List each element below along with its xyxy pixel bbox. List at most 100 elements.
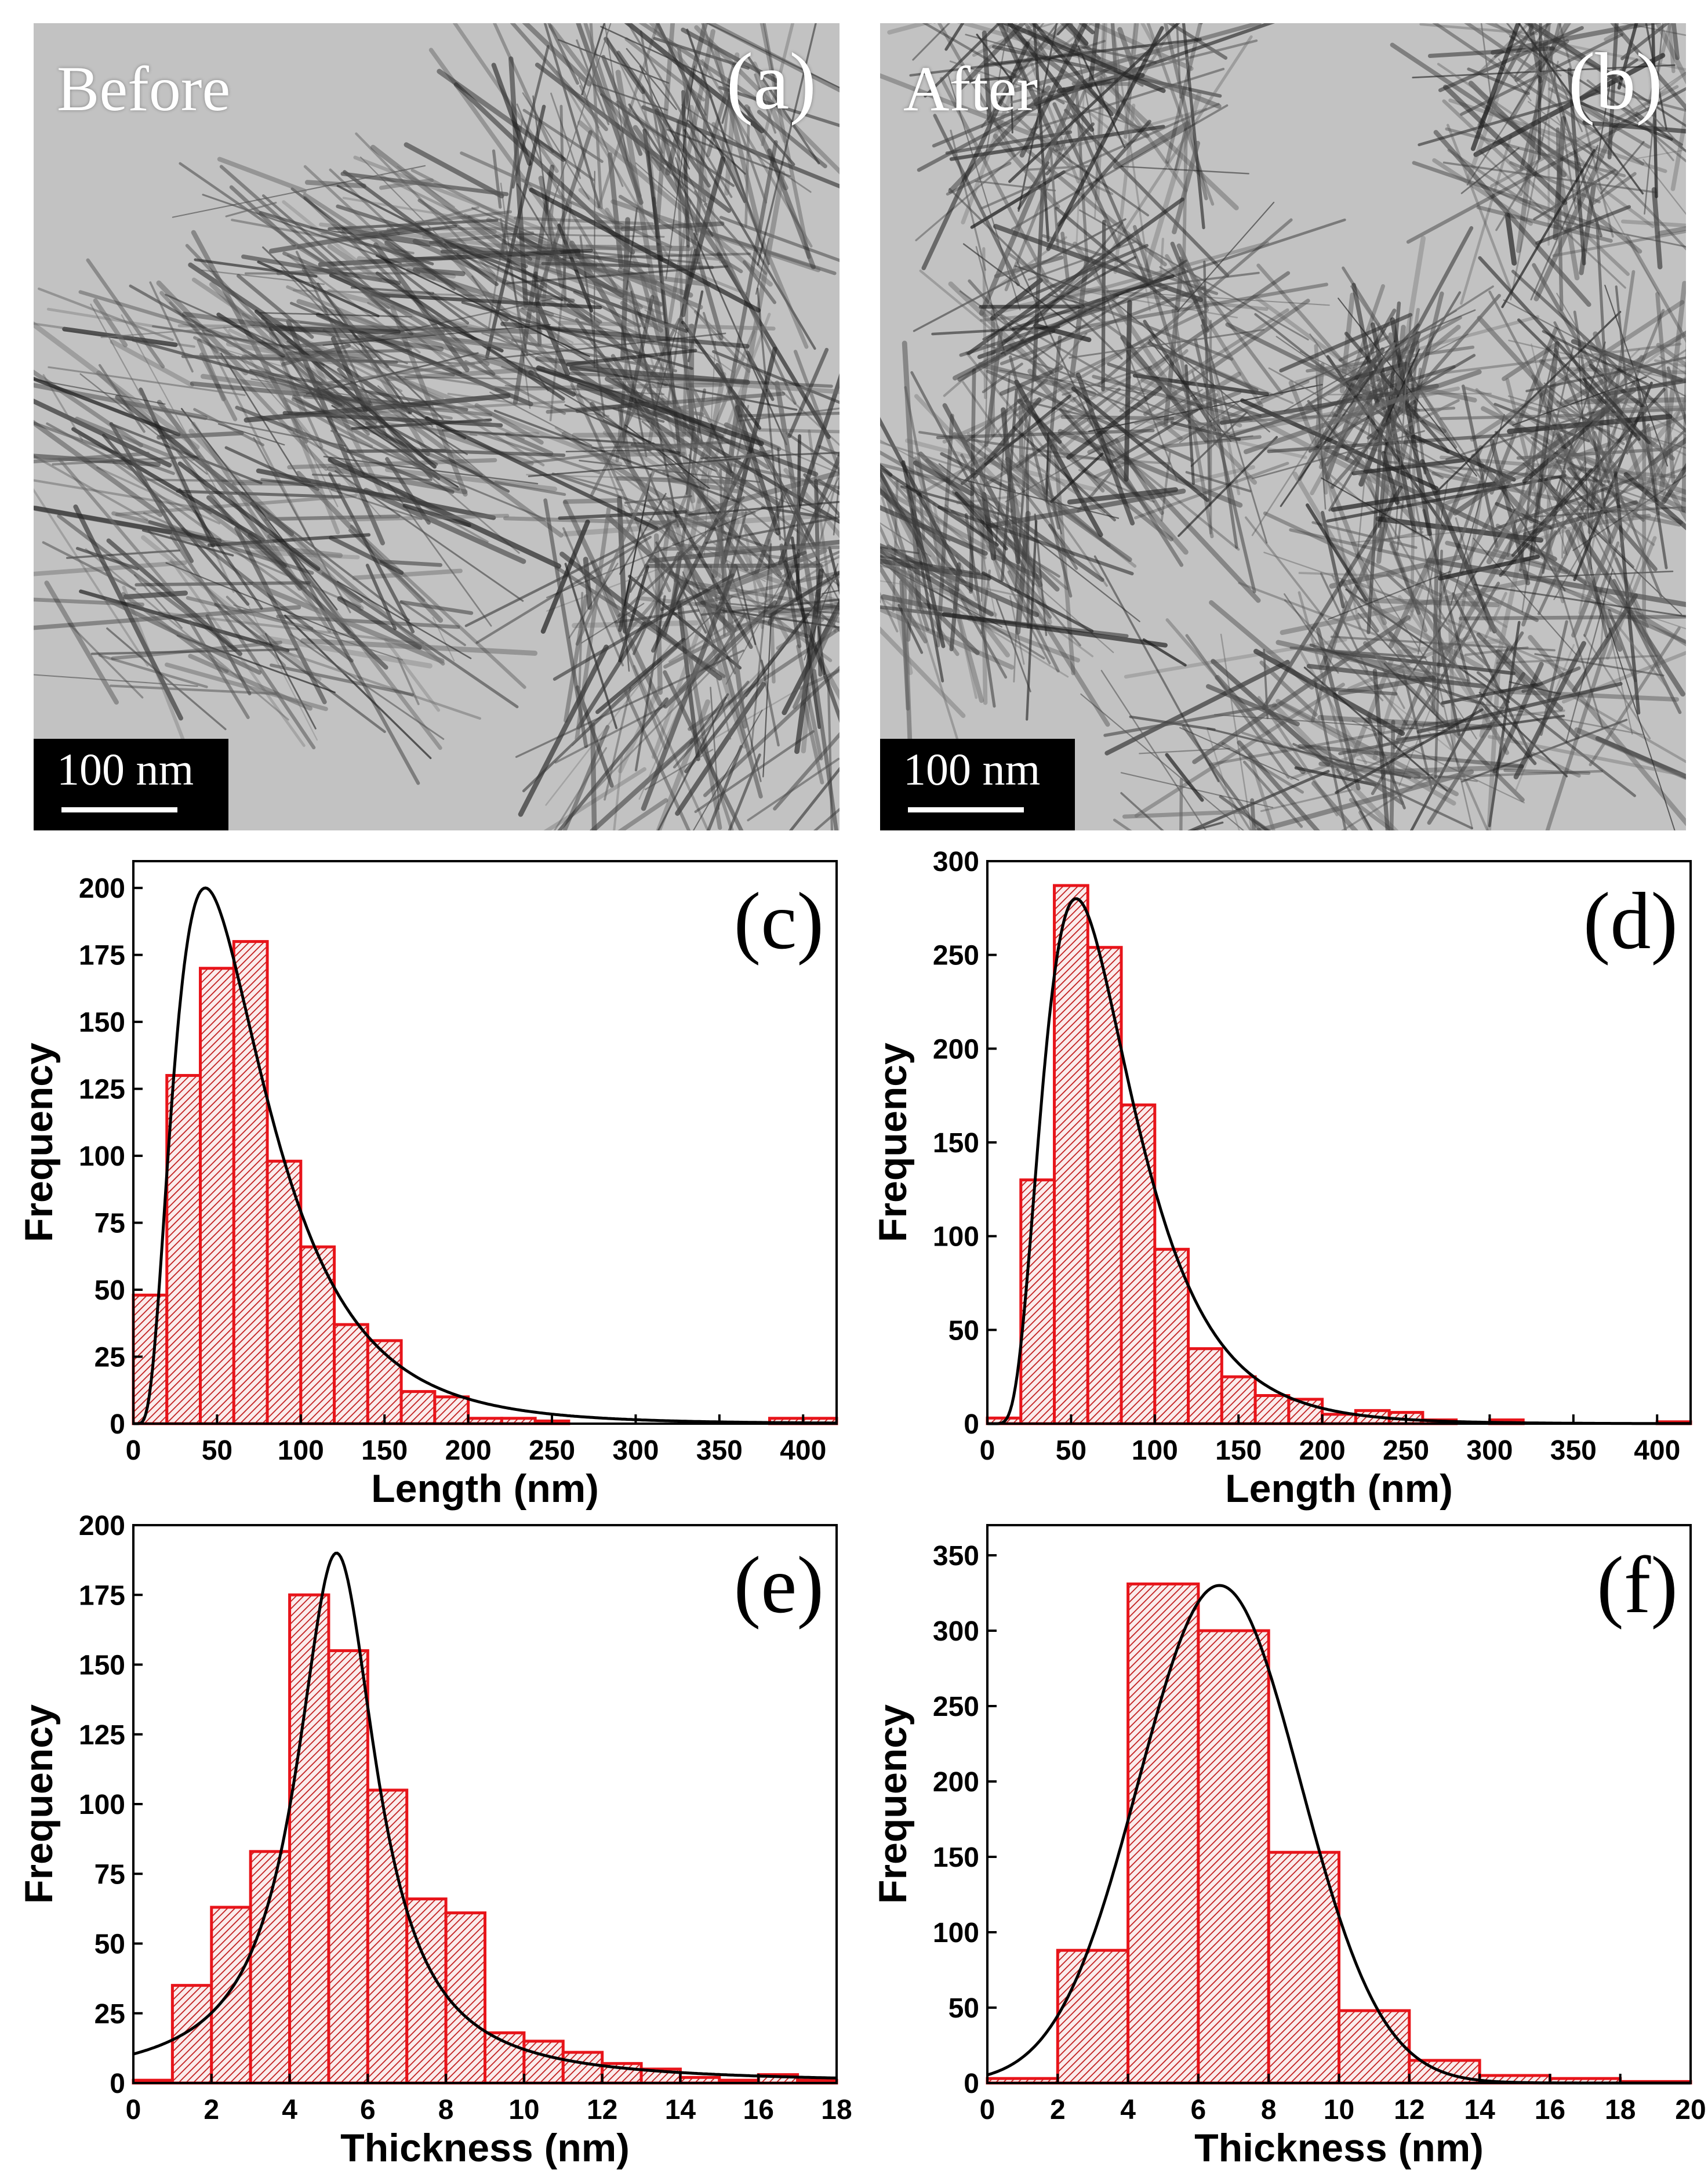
histogram-bar [333, 1323, 369, 1425]
x-tick-label: 14 [665, 2095, 696, 2125]
tem-micrograph [34, 23, 840, 830]
histogram-bar [1197, 1629, 1270, 2085]
histogram-bar [299, 1245, 336, 1425]
y-tick-label: 0 [964, 1409, 979, 1440]
y-axis-label: Frequency [871, 1043, 915, 1242]
histogram-plot: 0 50 100 150 200 250 300 350 400 0 50 100 150 200 250 3… [871, 847, 1692, 1511]
histogram-bar [210, 1906, 252, 2085]
scale-bar: 100 nm [880, 739, 1075, 830]
y-tick-label: 100 [933, 1918, 979, 1948]
x-tick-label: 6 [360, 2095, 376, 2125]
x-tick-label: 12 [587, 2095, 617, 2125]
histogram-bar [561, 2051, 604, 2085]
scale-bar-label: 100 nm [903, 744, 1041, 794]
scale-bar-line [908, 807, 1024, 812]
y-tick-label: 0 [964, 2069, 979, 2099]
tem-micrograph [880, 23, 1686, 830]
x-axis-label: Thickness (nm) [1194, 2126, 1484, 2170]
x-tick-label: 150 [361, 1435, 408, 1466]
histogram-bar [165, 1074, 202, 1425]
histogram-bar [170, 1984, 213, 2085]
y-tick-label: 200 [933, 1034, 979, 1065]
histogram-bar [1253, 1394, 1291, 1425]
y-tick-label: 300 [933, 1616, 979, 1647]
x-tick-label: 150 [1215, 1435, 1262, 1466]
y-axis-label: Frequency [17, 1043, 61, 1242]
histogram-bar [399, 1390, 437, 1425]
x-tick-label: 2 [203, 2095, 219, 2125]
x-tick-label: 50 [202, 1435, 232, 1466]
y-tick-label: 200 [933, 1767, 979, 1798]
panel-label: (f) [1597, 1540, 1678, 1630]
y-tick-label: 100 [79, 1790, 125, 1820]
y-tick-label: 50 [949, 1993, 979, 2024]
x-tick-label: 10 [508, 2095, 539, 2125]
y-tick-label: 25 [95, 1999, 125, 2030]
x-tick-label: 0 [126, 2095, 141, 2125]
x-tick-label: 4 [1120, 2095, 1136, 2125]
scale-bar-line [61, 807, 177, 812]
x-tick-label: 200 [445, 1435, 492, 1466]
condition-label: After [903, 53, 1038, 124]
x-tick-label: 0 [980, 2095, 995, 2125]
y-tick-label: 100 [933, 1222, 979, 1253]
y-tick-label: 100 [79, 1141, 125, 1172]
scale-bar-label: 100 nm [57, 744, 194, 794]
y-tick-label: 200 [79, 1511, 125, 1541]
y-tick-label: 0 [110, 1409, 125, 1440]
y-tick-label: 150 [933, 1842, 979, 1873]
histogram-bar [266, 1159, 303, 1425]
y-tick-label: 250 [933, 1692, 979, 1722]
histogram-bar [444, 1911, 486, 2085]
histogram-bar [1321, 1413, 1357, 1425]
panel-label: (a) [726, 37, 816, 126]
histogram-bar [232, 940, 269, 1425]
x-tick-label: 20 [1675, 2095, 1706, 2125]
y-tick-label: 150 [79, 1650, 125, 1681]
panel-label: (e) [734, 1540, 824, 1630]
histogram-bar [1153, 1247, 1190, 1425]
histogram-length-before: 0 50 100 150 200 250 300 350 400 0 25 50 75 100 125 150… [0, 844, 854, 1511]
x-tick-label: 14 [1464, 2095, 1495, 2125]
x-tick-label: 18 [1605, 2095, 1636, 2125]
x-axis-label: Length (nm) [1225, 1467, 1453, 1511]
x-tick-label: 250 [529, 1435, 575, 1466]
y-tick-label: 250 [933, 941, 979, 971]
x-tick-label: 400 [1634, 1435, 1680, 1466]
histogram-bar [1338, 2009, 1411, 2085]
histogram-plot: 0 50 100 150 200 250 300 350 400 0 25 50 75 100 125 150… [17, 860, 838, 1511]
x-tick-label: 350 [1550, 1435, 1597, 1466]
condition-label: Before [57, 53, 231, 124]
histogram-bar [1053, 884, 1089, 1425]
y-tick-label: 175 [79, 1580, 125, 1611]
x-axis-label: Thickness (nm) [340, 2126, 630, 2170]
y-tick-label: 350 [933, 1541, 979, 1572]
x-tick-label: 300 [1466, 1435, 1513, 1466]
plot-frame [132, 860, 838, 1425]
x-tick-label: 8 [1261, 2095, 1277, 2125]
x-tick-label: 100 [278, 1435, 324, 1466]
panel-label: (c) [734, 876, 824, 966]
fit-curve [133, 1551, 837, 2080]
histogram-thickness-before: 0 2 4 6 8 10 12 14 16 18 0 25 50 75 100 125 150 175 200 Thi… [0, 1508, 854, 2170]
y-tick-label: 0 [110, 2069, 125, 2099]
histogram-bar [199, 967, 235, 1425]
y-tick-label: 150 [933, 1128, 979, 1159]
histogram-bar [522, 2040, 565, 2085]
x-tick-label: 16 [1535, 2095, 1565, 2125]
x-tick-label: 50 [1056, 1435, 1086, 1466]
x-tick-label: 12 [1394, 2095, 1424, 2125]
x-tick-label: 400 [780, 1435, 826, 1466]
histogram-bar [132, 1293, 169, 1425]
y-tick-label: 125 [79, 1720, 125, 1751]
x-tick-label: 300 [612, 1435, 659, 1466]
x-axis-label: Length (nm) [371, 1467, 599, 1511]
y-tick-label: 75 [95, 1209, 125, 1239]
x-tick-label: 100 [1132, 1435, 1178, 1466]
scale-bar: 100 nm [34, 739, 228, 830]
tem-image-before: Before (a) 100 nm [34, 23, 840, 830]
y-tick-label: 125 [79, 1075, 125, 1105]
y-tick-label: 300 [933, 847, 979, 877]
x-tick-label: 16 [743, 2095, 774, 2125]
y-tick-label: 50 [95, 1929, 125, 1960]
